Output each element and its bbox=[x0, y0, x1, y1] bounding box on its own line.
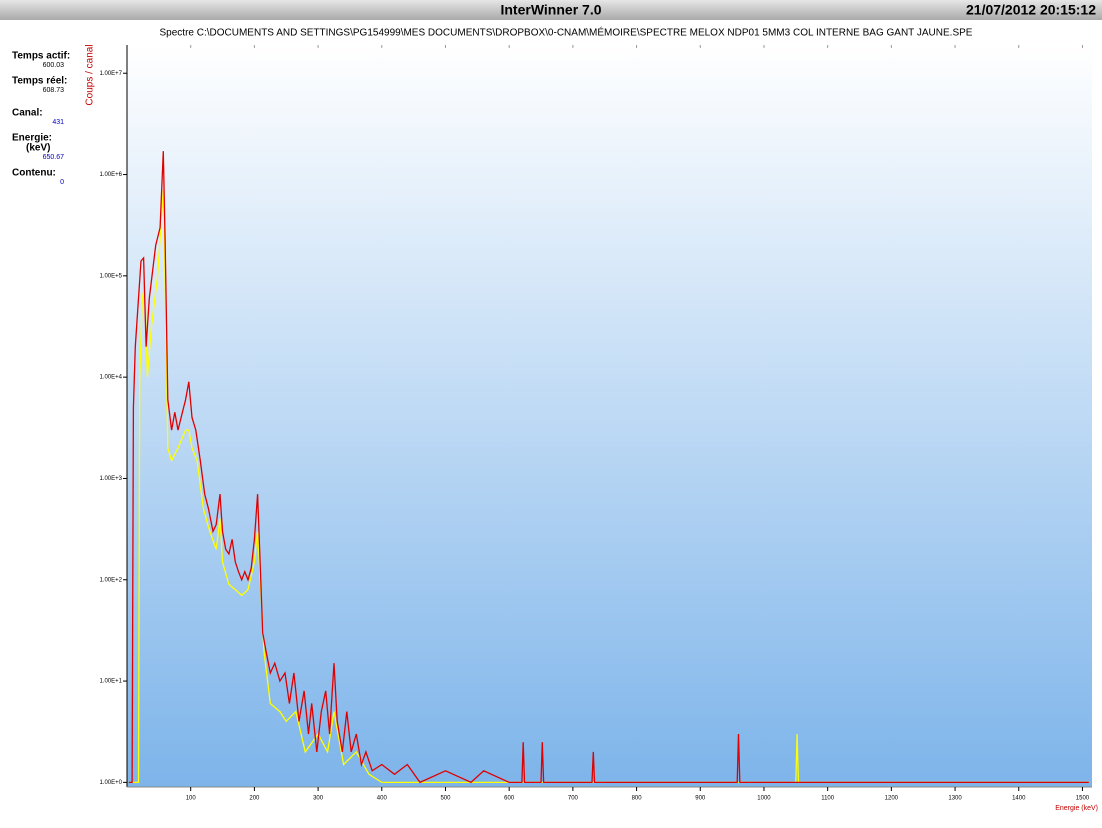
x-tick-label: 1500 bbox=[1076, 796, 1090, 802]
x-tick-label: 1000 bbox=[757, 796, 771, 802]
info-label: Contenu: bbox=[12, 168, 56, 179]
window-title: InterWinner 7.0 bbox=[500, 2, 601, 18]
info-label: Temps réel: bbox=[12, 76, 67, 87]
spectrum-line bbox=[128, 151, 1089, 784]
info-value: 608.73 bbox=[43, 87, 65, 94]
x-tick-label: 400 bbox=[377, 796, 388, 802]
info-value: 431 bbox=[52, 119, 64, 126]
y-tick-label: 1.00E+5 bbox=[99, 273, 122, 279]
timestamp: 21/07/2012 20:15:12 bbox=[966, 2, 1096, 18]
y-tick-label: 1.00E+6 bbox=[99, 172, 122, 178]
y-axis-label: Coups / canal bbox=[85, 44, 96, 105]
plot-area bbox=[127, 45, 1092, 787]
info-label: Temps actif: bbox=[12, 51, 70, 62]
x-tick-label: 1300 bbox=[948, 796, 962, 802]
info-label: Energie: bbox=[12, 133, 52, 144]
info-value: 600.03 bbox=[43, 62, 65, 69]
x-tick-label: 500 bbox=[440, 796, 451, 802]
x-tick-label: 300 bbox=[313, 796, 324, 802]
y-tick-label: 1.00E+4 bbox=[99, 375, 122, 381]
x-tick-label: 1400 bbox=[1012, 796, 1026, 802]
y-tick-label: 1.00E+1 bbox=[99, 679, 122, 685]
x-tick-label: 100 bbox=[186, 796, 197, 802]
x-tick-label: 1100 bbox=[821, 796, 835, 802]
y-tick-label: 1.00E+0 bbox=[99, 780, 122, 786]
x-tick-label: 900 bbox=[695, 796, 706, 802]
title-bar bbox=[0, 0, 1102, 20]
spectrum-line bbox=[128, 190, 1089, 784]
y-tick-label: 1.00E+3 bbox=[99, 476, 122, 482]
x-tick-label: 600 bbox=[504, 796, 515, 802]
info-label: Canal: bbox=[12, 108, 43, 119]
info-value: 650.67 bbox=[43, 154, 65, 161]
x-tick-label: 1200 bbox=[885, 796, 899, 802]
x-tick-label: 200 bbox=[249, 796, 260, 802]
x-tick-label: 800 bbox=[632, 796, 643, 802]
info-unit: (keV) bbox=[26, 143, 50, 154]
y-tick-label: 1.00E+7 bbox=[99, 71, 122, 77]
x-tick-label: 700 bbox=[568, 796, 579, 802]
chart-title: Spectre C:\DOCUMENTS AND SETTINGS\PG1549… bbox=[160, 26, 973, 39]
info-value: 0 bbox=[60, 179, 64, 186]
y-tick-label: 1.00E+2 bbox=[99, 577, 122, 583]
x-axis-label: Energie (keV) bbox=[1055, 805, 1098, 812]
